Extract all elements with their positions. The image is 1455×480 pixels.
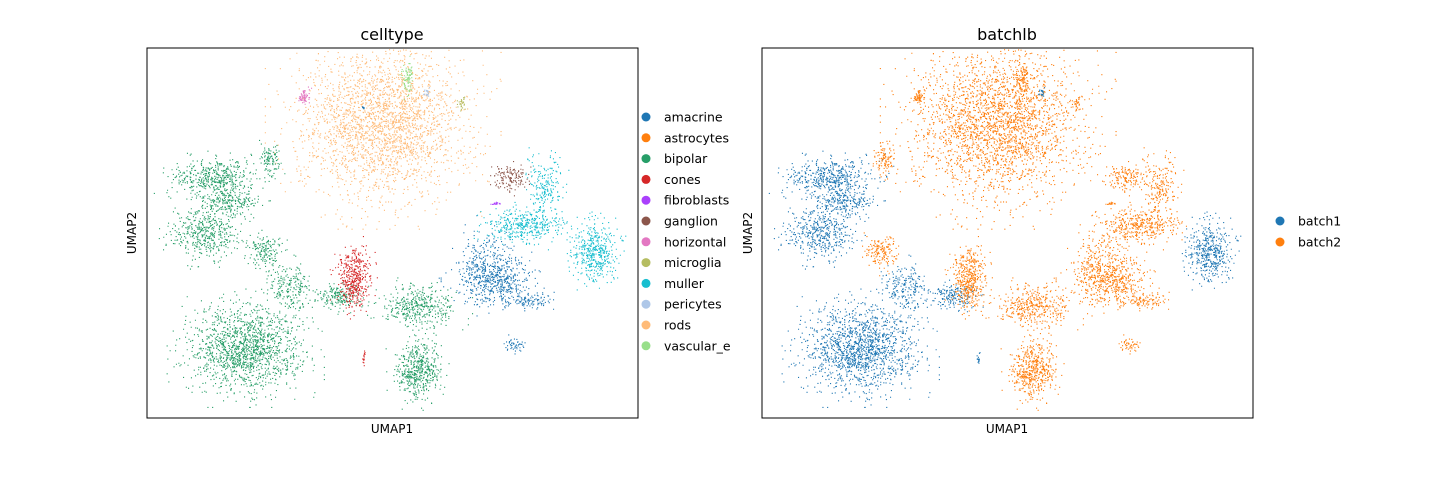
batchlb-cluster-batch2-20 xyxy=(1105,201,1116,205)
celltype-legend-label-fibroblasts: fibroblasts xyxy=(664,193,729,208)
batchlb-cluster-batch2-22 xyxy=(1014,55,1028,101)
batchlb-x-axis-label: UMAP1 xyxy=(986,422,1028,436)
celltype-cluster-muller-18 xyxy=(525,147,570,221)
batchlb-cluster-batch2-11 xyxy=(1055,245,1160,317)
celltype-legend-label-vascular_e: vascular_e xyxy=(664,338,731,353)
batchlb-panel: batchlb UMAP1 UMAP2 batch1 batch2 xyxy=(741,25,1341,436)
celltype-cluster-muller-17 xyxy=(473,201,572,251)
batchlb-y-axis-label: UMAP2 xyxy=(741,212,755,254)
batchlb-points xyxy=(768,49,1242,411)
batchlb-legend: batch1 batch2 xyxy=(1275,214,1341,250)
batchlb-cluster-batch1-1 xyxy=(781,288,940,408)
celltype-legend-marker-vascular_e xyxy=(641,341,651,351)
batchlb-cluster-batch2-15 xyxy=(944,236,993,320)
batchlb-cluster-batch2-10 xyxy=(1000,328,1065,411)
celltype-legend-label-amacrine: amacrine xyxy=(664,110,723,125)
batchlb-cluster-batch2-17 xyxy=(1088,201,1187,251)
celltype-legend-marker-ganglion xyxy=(641,216,651,226)
celltype-cluster-cones-15 xyxy=(329,236,378,320)
celltype-legend-label-horizontal: horizontal xyxy=(664,234,726,249)
celltype-cluster-amacrine-14 xyxy=(503,334,526,355)
batchlb-cluster-batch2-21 xyxy=(913,86,928,105)
celltype-legend-label-ganglion: ganglion xyxy=(664,214,718,229)
celltype-legend-marker-astrocytes xyxy=(641,133,651,143)
batchlb-cluster-batch1-2 xyxy=(768,150,895,207)
celltype-cluster-amacrine-13 xyxy=(505,288,555,310)
celltype-cluster-ganglion-19 xyxy=(490,161,532,197)
celltype-legend-label-astrocytes: astrocytes xyxy=(664,130,729,145)
celltype-legend-marker-bipolar xyxy=(641,154,651,164)
celltype-cluster-bipolar-10 xyxy=(385,328,450,411)
celltype-panel: celltype UMAP1 UMAP2 amacrine astrocytes b… xyxy=(125,25,731,436)
batchlb-cluster-batch1-24 xyxy=(1037,87,1046,97)
celltype-cluster-bipolar-9 xyxy=(362,277,474,335)
celltype-legend-label-muller: muller xyxy=(664,276,705,291)
celltype-cluster-pericytes-24 xyxy=(422,87,431,97)
celltype-legend-marker-muller xyxy=(641,278,651,288)
celltype-cluster-amacrine-25 xyxy=(362,106,365,110)
celltype-points xyxy=(153,49,627,411)
celltype-legend-label-rods: rods xyxy=(664,318,691,333)
celltype-cluster-cones-26 xyxy=(362,350,366,367)
celltype-y-axis-label: UMAP2 xyxy=(125,212,139,254)
celltype-legend-marker-fibroblasts xyxy=(641,195,651,205)
celltype-legend-label-pericytes: pericytes xyxy=(664,297,722,312)
batchlb-cluster-batch2-13 xyxy=(1120,288,1170,310)
batchlb-cluster-batch1-3 xyxy=(773,197,870,270)
batchlb-plot-background xyxy=(762,48,1253,418)
batchlb-cluster-batch2-19 xyxy=(1105,161,1147,197)
celltype-legend-marker-cones xyxy=(641,174,651,184)
batchlb-cluster-batch2-23 xyxy=(1071,96,1081,112)
celltype-legend-marker-horizontal xyxy=(641,237,651,247)
batchlb-cluster-batch2-9 xyxy=(977,277,1089,335)
batchlb-legend-label-batch1: batch1 xyxy=(1298,214,1341,229)
celltype-cluster-vascular_e-22 xyxy=(399,55,413,101)
batchlb-axes-frame xyxy=(761,47,1254,419)
celltype-cluster-horizontal-21 xyxy=(298,86,313,105)
celltype-legend-label-cones: cones xyxy=(664,172,701,187)
batchlb-legend-marker-batch1 xyxy=(1275,216,1285,226)
celltype-cluster-microglia-23 xyxy=(456,96,466,112)
batchlb-legend-marker-batch2 xyxy=(1275,237,1285,247)
celltype-legend-marker-rods xyxy=(641,320,651,330)
celltype-legend-marker-microglia xyxy=(641,258,651,268)
celltype-legend-marker-amacrine xyxy=(641,112,651,122)
celltype-x-axis-label: UMAP1 xyxy=(371,422,413,436)
celltype-legend-marker-pericytes xyxy=(641,299,651,309)
celltype-cluster-bipolar-6 xyxy=(242,229,288,273)
celltype-legend-label-bipolar: bipolar xyxy=(664,151,708,166)
celltype-axes-frame xyxy=(146,47,639,419)
celltype-cluster-fibroblasts-20 xyxy=(490,201,501,205)
celltype-cluster-bipolar-1 xyxy=(166,288,325,408)
celltype-cluster-bipolar-3 xyxy=(158,197,255,270)
batchlb-legend-label-batch2: batch2 xyxy=(1298,235,1341,250)
celltype-cluster-amacrine-11 xyxy=(440,245,545,317)
batchlb-cluster-batch1-25 xyxy=(976,352,981,364)
celltype-legend-label-microglia: microglia xyxy=(664,255,722,270)
celltype-plot-background xyxy=(147,48,638,418)
batchlb-title: batchlb xyxy=(977,25,1037,44)
celltype-cluster-bipolar-2 xyxy=(153,150,280,207)
batchlb-cluster-batch2-18 xyxy=(1140,147,1185,221)
batchlb-cluster-batch2-14 xyxy=(1118,334,1141,355)
celltype-title: celltype xyxy=(360,25,423,44)
celltype-cluster-bipolar-7 xyxy=(259,139,286,180)
celltype-legend: amacrine astrocytes bipolar cones fibroblast… xyxy=(641,110,731,353)
